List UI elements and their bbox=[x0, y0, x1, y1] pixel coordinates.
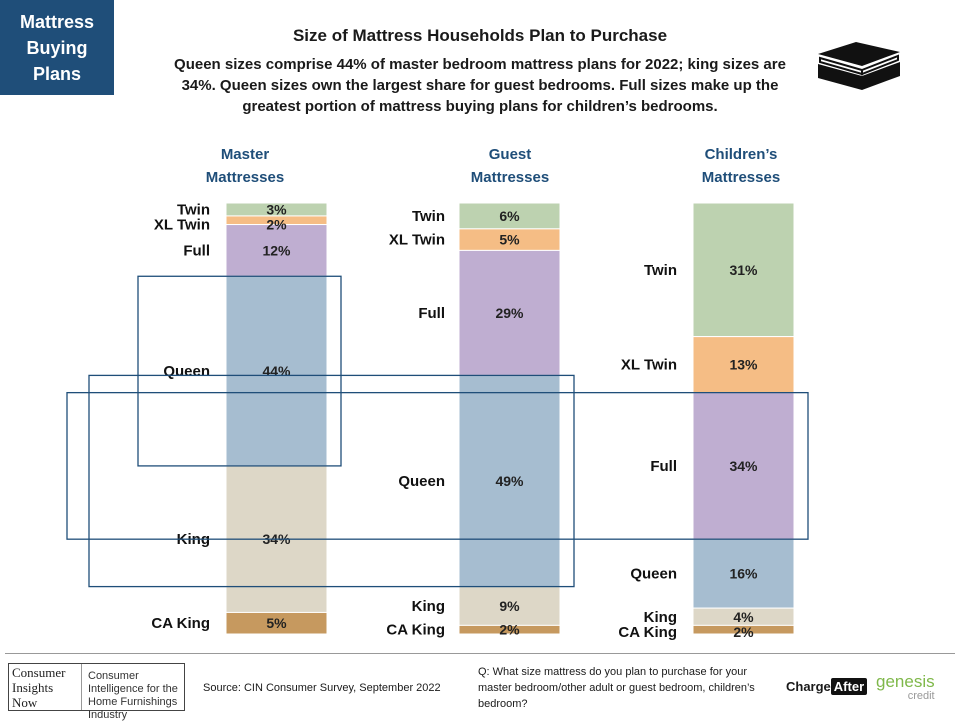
data-label: 44% bbox=[262, 363, 291, 379]
category-label: Full bbox=[183, 242, 210, 259]
data-label: 34% bbox=[729, 458, 758, 474]
data-label: 49% bbox=[495, 473, 524, 489]
footer-divider bbox=[5, 653, 955, 654]
source-note: Source: CIN Consumer Survey, September 2… bbox=[203, 682, 441, 694]
data-label: 2% bbox=[499, 622, 520, 638]
data-label: 5% bbox=[266, 615, 287, 631]
data-label: 6% bbox=[499, 208, 520, 224]
highlight-box bbox=[88, 374, 575, 588]
category-label: CA King bbox=[386, 622, 445, 639]
data-label: 13% bbox=[729, 357, 758, 373]
bar-children-s-mattresses-ca-king bbox=[692, 624, 795, 635]
stacked-bar-chart: 3% Twin 2% XL Twin 12% Full 44% Queen 34% King 5% C… bbox=[66, 146, 809, 641]
cin-logo: Consumer Insights Now Consumer Intellige… bbox=[8, 663, 185, 721]
bar-master-mattresses-queen bbox=[225, 275, 328, 467]
chart-title: Size of Mattress Households Plan to Purc… bbox=[292, 26, 668, 45]
bar-guest-mattresses-queen bbox=[458, 374, 561, 588]
category-label: CA King bbox=[151, 615, 210, 632]
genesis-credit-logo: genesis credit bbox=[876, 672, 935, 702]
data-label: 2% bbox=[266, 216, 287, 232]
category-label: King bbox=[412, 598, 445, 615]
column-header: Children’s bbox=[705, 146, 778, 163]
bar-children-s-mattresses-full bbox=[692, 392, 795, 540]
data-label: 3% bbox=[266, 201, 287, 217]
category-label: XL Twin bbox=[621, 357, 677, 374]
column-header: Mattresses bbox=[206, 169, 284, 186]
data-label: 12% bbox=[262, 242, 291, 258]
survey-question: Q: What size mattress do you plan to pur… bbox=[478, 666, 755, 710]
data-label: 5% bbox=[499, 232, 520, 248]
bar-guest-mattresses-twin bbox=[458, 202, 561, 230]
category-label: Queen bbox=[398, 473, 445, 490]
category-label: Full bbox=[650, 458, 677, 475]
category-label: XL Twin bbox=[154, 216, 210, 233]
category-label: Twin bbox=[177, 201, 210, 218]
category-label: Full bbox=[418, 305, 445, 322]
data-label: 4% bbox=[733, 609, 754, 625]
data-label: 16% bbox=[729, 566, 758, 582]
category-label: Queen bbox=[163, 363, 210, 380]
column-header: Mattresses bbox=[702, 169, 780, 186]
bar-children-s-mattresses-twin bbox=[692, 202, 795, 338]
data-label: 2% bbox=[733, 624, 754, 640]
category-label: CA King bbox=[618, 624, 677, 641]
highlight-box bbox=[137, 275, 342, 467]
data-label: 9% bbox=[499, 598, 520, 614]
data-label: 31% bbox=[729, 262, 758, 278]
column-header: Mattresses bbox=[471, 169, 549, 186]
category-label: King bbox=[644, 609, 677, 626]
category-label: Twin bbox=[412, 208, 445, 225]
bar-guest-mattresses-king bbox=[458, 586, 561, 626]
chart-subtitle: Queen sizes comprise 44% of master bedro… bbox=[174, 56, 786, 115]
bar-master-mattresses-ca-king bbox=[225, 611, 328, 635]
bar-guest-mattresses-ca-king bbox=[458, 624, 561, 635]
column-header: Guest bbox=[489, 146, 532, 163]
highlight-box bbox=[66, 391, 809, 540]
category-label: XL Twin bbox=[389, 232, 445, 249]
bar-children-s-mattresses-queen bbox=[692, 538, 795, 609]
mattress-icon bbox=[818, 42, 900, 90]
chargeafter-logo: Charge After bbox=[786, 678, 868, 695]
column-header: Master bbox=[221, 146, 270, 163]
category-label: Queen bbox=[630, 566, 677, 583]
category-label: Twin bbox=[644, 262, 677, 279]
bar-children-s-mattresses-xl-twin bbox=[692, 336, 795, 394]
data-label: 29% bbox=[495, 305, 524, 321]
section-badge: Mattress Buying Plans bbox=[0, 0, 114, 95]
